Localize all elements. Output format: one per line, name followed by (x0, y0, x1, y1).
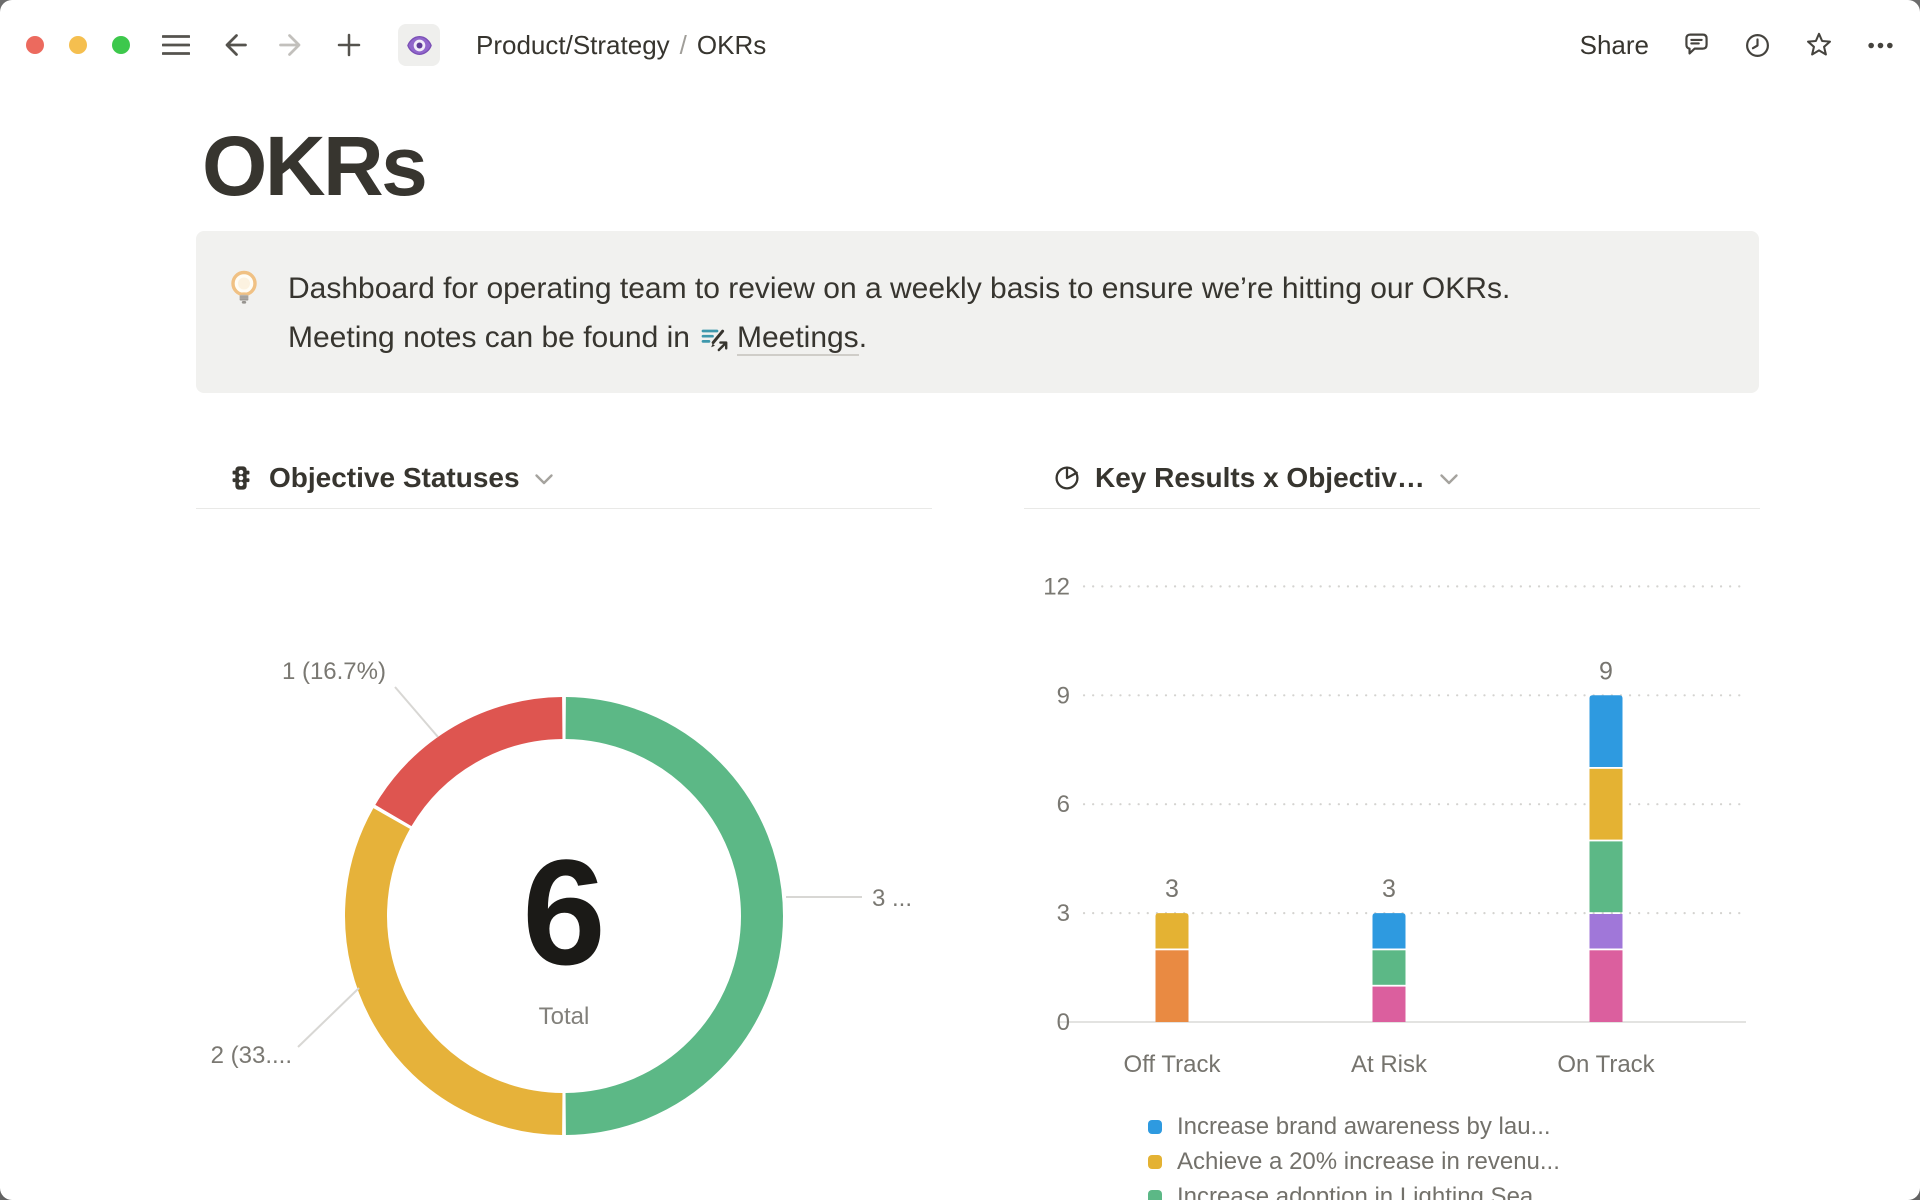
close-window-button[interactable] (26, 36, 44, 54)
chevron-down-icon[interactable] (1439, 473, 1459, 486)
updates-button[interactable] (1744, 32, 1771, 59)
donut-label-leader (394, 686, 439, 738)
legend-item[interactable]: Achieve a 20% increase in revenu... (1148, 1144, 1560, 1179)
legend-swatch (1148, 1154, 1162, 1169)
plus-icon (337, 33, 361, 57)
doc-pencil-arrow-icon (700, 318, 729, 367)
back-button[interactable] (220, 31, 248, 59)
pie-chart-icon (1055, 465, 1079, 490)
y-axis-tick-label: 9 (1057, 682, 1070, 709)
y-axis-tick-label: 3 (1057, 900, 1070, 927)
bar-segment[interactable] (1589, 695, 1623, 767)
objective-statuses-header[interactable]: Objective Statuses (196, 447, 932, 509)
minimize-window-button[interactable] (69, 36, 87, 54)
y-axis-tick-label: 12 (1043, 573, 1070, 600)
comment-icon (1685, 33, 1708, 55)
bar-segment[interactable] (1155, 950, 1189, 1022)
bar-total-label: 3 (1382, 875, 1396, 903)
sidebar-menu-button[interactable] (162, 34, 190, 56)
callout-line-2: Meeting notes can be found in Meetings. (288, 313, 1510, 367)
bar-total-label: 3 (1165, 875, 1179, 903)
donut-slice-label: 1 (16.7%) (282, 658, 386, 685)
left-chart-title: Objective Statuses (269, 461, 520, 493)
bar-segment[interactable] (1589, 950, 1623, 1022)
arrow-left-icon (225, 34, 247, 56)
donut-segment[interactable] (345, 808, 563, 1135)
callout-line-1: Dashboard for operating team to review o… (288, 272, 1511, 305)
donut-total-label: Total (539, 1003, 590, 1030)
key-results-header[interactable]: Key Results x Objectiv… (1024, 447, 1760, 509)
donut-total-value: 6 (522, 828, 605, 996)
clock-history-icon (1746, 33, 1769, 57)
new-page-button[interactable] (336, 32, 362, 58)
objective-statuses-chart-block: Objective Statuses (196, 447, 932, 509)
donut-segment[interactable] (565, 697, 783, 1135)
breadcrumb-separator: / (679, 29, 687, 60)
ellipsis-icon (1868, 42, 1893, 48)
more-options-button[interactable] (1867, 32, 1894, 59)
legend-label: Increase adoption in Lighting Sea... (1177, 1182, 1554, 1200)
favorite-button[interactable] (1805, 31, 1833, 59)
legend-item[interactable]: Increase brand awareness by lau... (1148, 1109, 1560, 1144)
legend-label: Increase brand awareness by lau... (1177, 1112, 1551, 1140)
breadcrumb: Product/Strategy / OKRs (476, 30, 766, 61)
bar-total-label: 9 (1599, 657, 1613, 685)
category-label: Off Track (1124, 1051, 1222, 1078)
breadcrumb-parent[interactable]: Product/Strategy (476, 29, 670, 60)
right-chart-title: Key Results x Objectiv… (1095, 461, 1425, 493)
legend-label: Achieve a 20% increase in revenu... (1177, 1147, 1560, 1175)
forward-button[interactable] (278, 31, 306, 59)
star-icon (1806, 32, 1832, 56)
zoom-window-button[interactable] (112, 36, 130, 54)
hamburger-icon (162, 35, 190, 55)
page-title[interactable]: OKRs (202, 119, 428, 213)
meetings-link[interactable]: Meetings (736, 321, 859, 356)
chevron-down-icon[interactable] (534, 473, 554, 486)
titlebar: Product/Strategy / OKRs Share (0, 0, 1920, 90)
callout-block[interactable]: Dashboard for operating team to review o… (196, 231, 1759, 393)
share-button[interactable]: Share (1579, 29, 1649, 60)
y-axis-tick-label: 0 (1057, 1009, 1070, 1036)
arrow-right-icon (279, 34, 301, 56)
chart-legend: Increase brand awareness by lau... Achiev… (1148, 1109, 1560, 1200)
category-label: At Risk (1351, 1051, 1428, 1078)
traffic-light-icon (232, 465, 250, 490)
y-axis-tick-label: 6 (1057, 791, 1070, 818)
legend-swatch (1148, 1119, 1162, 1134)
bar-segment[interactable] (1589, 841, 1623, 913)
donut-slice-label: 3 ... (872, 885, 912, 912)
donut-segment[interactable] (375, 697, 563, 827)
key-results-chart-block: Key Results x Objectiv… (1024, 447, 1760, 509)
breadcrumb-current[interactable]: OKRs (696, 29, 767, 60)
bar-segment[interactable] (1155, 913, 1189, 949)
bar-segment[interactable] (1589, 768, 1623, 840)
lightbulb-icon (224, 269, 264, 316)
bar-segment[interactable] (1372, 986, 1406, 1022)
comments-button[interactable] (1683, 32, 1710, 58)
legend-swatch (1148, 1189, 1162, 1200)
eye-icon (406, 35, 432, 55)
window-controls (26, 36, 130, 54)
page-icon[interactable] (398, 24, 440, 66)
bar-segment[interactable] (1372, 950, 1406, 985)
objective-statuses-donut-chart[interactable]: 3 ... 2 (33.... 1 (16.7%) 6 Total (196, 510, 936, 1200)
bar-segment[interactable] (1372, 913, 1406, 949)
legend-item[interactable]: Increase adoption in Lighting Sea... (1148, 1179, 1560, 1200)
donut-label-leader (297, 987, 360, 1048)
callout-text: Dashboard for operating team to review o… (288, 264, 1510, 367)
bar-segment[interactable] (1589, 914, 1623, 949)
donut-slice-label: 2 (33.... (211, 1042, 292, 1069)
category-label: On Track (1557, 1051, 1655, 1078)
key-results-bar-chart[interactable]: 0 3 6 9 12 3 Off Track 3 At Risk 9 On Track (1024, 555, 1794, 1115)
